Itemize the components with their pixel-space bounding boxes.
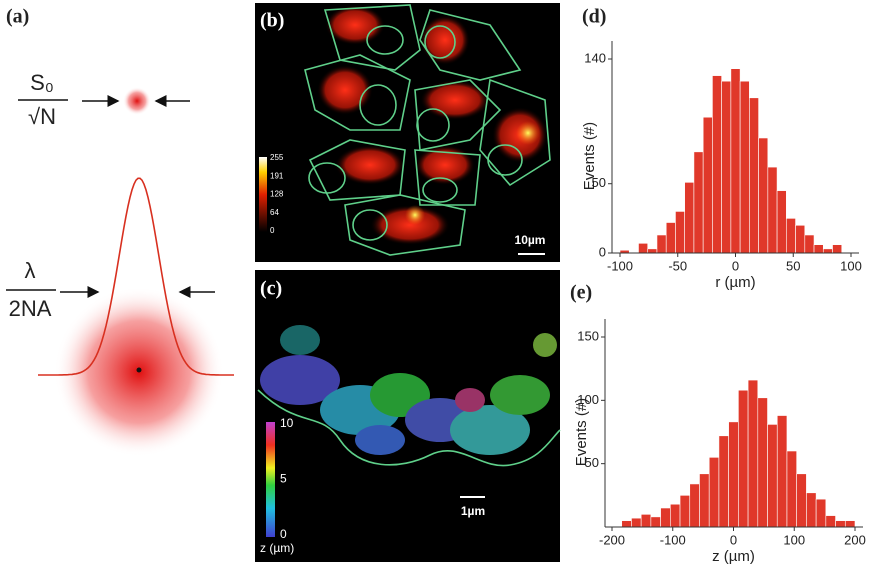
panel-label: (c) bbox=[260, 278, 282, 300]
colorbar-label: z (µm) bbox=[260, 541, 294, 555]
bar bbox=[738, 389, 749, 528]
x-axis-label: r (µm) bbox=[715, 274, 755, 291]
bar bbox=[656, 234, 667, 254]
colorbar-tick-label: 5 bbox=[280, 472, 287, 486]
fraction-numerator: S₀ bbox=[30, 70, 54, 95]
psf-curve bbox=[38, 177, 234, 376]
bar bbox=[675, 211, 685, 254]
y-tick-label: 100 bbox=[577, 392, 599, 407]
bar bbox=[804, 234, 815, 254]
x-tick-label: 50 bbox=[786, 258, 800, 273]
x-tick-label: -100 bbox=[607, 258, 633, 273]
cell-outlines bbox=[304, 4, 551, 256]
x-tick-label: -50 bbox=[668, 258, 687, 273]
bar bbox=[647, 248, 658, 254]
bar bbox=[813, 244, 824, 254]
colorbar bbox=[266, 422, 275, 537]
bar bbox=[640, 514, 652, 528]
x-axis-label: z (µm) bbox=[712, 548, 755, 565]
bar bbox=[767, 424, 778, 528]
panel-label: (e) bbox=[570, 282, 592, 304]
bar bbox=[721, 80, 732, 254]
bar bbox=[767, 166, 778, 254]
bar bbox=[689, 483, 700, 528]
colorbar-tick-label: 10 bbox=[280, 416, 294, 430]
bar bbox=[786, 450, 797, 528]
panel-label: (b) bbox=[260, 10, 284, 32]
bar bbox=[708, 457, 720, 528]
bar bbox=[786, 218, 796, 254]
localized-spot bbox=[123, 87, 151, 115]
bar bbox=[699, 473, 710, 528]
bar bbox=[631, 517, 642, 528]
bar bbox=[758, 137, 769, 254]
fraction-denominator: 2NA bbox=[9, 296, 52, 321]
y-axis-label: Events (#) bbox=[573, 398, 590, 466]
colorbar-tick-label: 0 bbox=[280, 527, 287, 541]
cell-outline bbox=[257, 389, 561, 467]
bar bbox=[693, 151, 704, 254]
bar bbox=[621, 520, 632, 528]
colorbar-tick-label: 191 bbox=[270, 171, 284, 180]
bar bbox=[684, 182, 695, 254]
scale-bar-label: 1µm bbox=[461, 504, 485, 518]
hot-spot bbox=[405, 205, 425, 225]
bar bbox=[796, 473, 807, 528]
x-tick-label: -100 bbox=[660, 532, 686, 547]
bar bbox=[749, 97, 759, 254]
x-tick-label: -200 bbox=[599, 532, 625, 547]
fraction-numerator: λ bbox=[25, 258, 36, 283]
y-tick-label: 50 bbox=[592, 175, 606, 190]
bar bbox=[747, 379, 759, 528]
bar bbox=[776, 415, 788, 528]
bar bbox=[776, 190, 787, 254]
panel-label: (a) bbox=[6, 6, 29, 28]
y-tick-label: 140 bbox=[584, 50, 606, 65]
bar bbox=[739, 80, 750, 254]
colorbar-tick-label: 255 bbox=[270, 153, 284, 162]
bar bbox=[757, 397, 768, 528]
bar bbox=[670, 503, 681, 528]
scale-bar-label: 10µm bbox=[515, 233, 546, 247]
bar bbox=[822, 248, 833, 254]
bar bbox=[806, 492, 817, 528]
colorbar-tick-label: 0 bbox=[270, 226, 275, 235]
x-tick-label: 0 bbox=[732, 258, 739, 273]
hot-spot bbox=[516, 121, 540, 145]
bar bbox=[702, 116, 713, 254]
bar bbox=[730, 68, 741, 254]
x-tick-label: 100 bbox=[783, 532, 805, 547]
center-dot bbox=[136, 367, 142, 373]
y-tick-label: 150 bbox=[577, 328, 599, 343]
y-axis-label: Events (#) bbox=[581, 122, 598, 190]
bar bbox=[660, 507, 671, 528]
bar bbox=[728, 421, 739, 528]
localizations bbox=[260, 325, 557, 455]
fraction-denominator: √N bbox=[28, 104, 56, 129]
bar bbox=[835, 520, 846, 528]
bar bbox=[712, 75, 722, 254]
bar bbox=[825, 515, 836, 528]
bar bbox=[844, 520, 856, 528]
bar bbox=[638, 243, 649, 254]
panel-label: (d) bbox=[582, 6, 606, 28]
bar bbox=[795, 224, 806, 254]
bar bbox=[815, 498, 827, 528]
bar bbox=[718, 435, 729, 528]
bar bbox=[832, 244, 843, 254]
bar bbox=[650, 516, 661, 528]
bar bbox=[665, 222, 676, 254]
bar bbox=[679, 495, 691, 528]
x-tick-label: 100 bbox=[840, 258, 862, 273]
y-tick-label: 0 bbox=[599, 244, 606, 259]
colorbar-tick-label: 128 bbox=[270, 190, 284, 199]
x-tick-label: 200 bbox=[844, 532, 866, 547]
colorbar-tick-label: 64 bbox=[270, 208, 279, 217]
y-tick-label: 50 bbox=[585, 455, 599, 470]
x-tick-label: 0 bbox=[730, 532, 737, 547]
colorbar bbox=[259, 157, 267, 232]
